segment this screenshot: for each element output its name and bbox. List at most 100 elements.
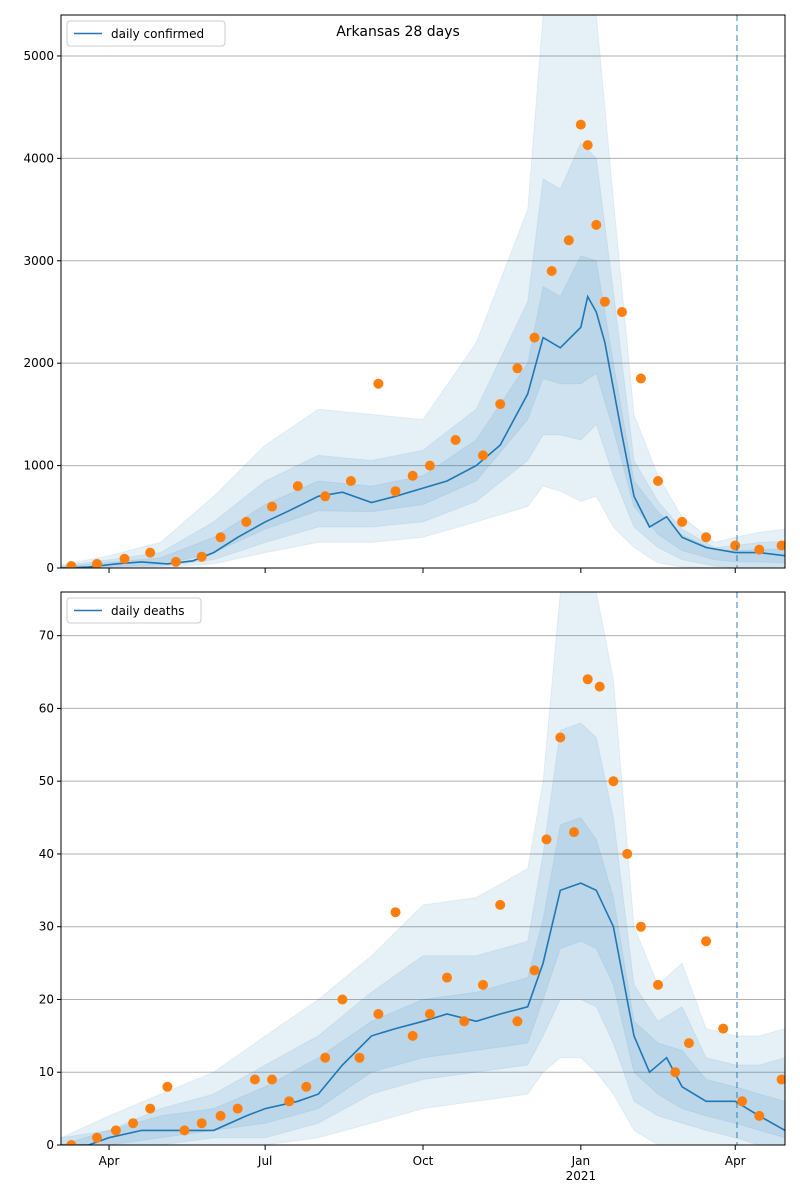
observed-point [546,266,557,276]
observed-point [670,1067,681,1078]
median-line [61,882,785,1145]
observed-point [354,1052,365,1063]
observed-point [320,1052,331,1063]
observed-point [776,540,785,551]
observed-point [390,907,401,918]
observed-point [541,834,552,845]
observed-point [407,470,418,481]
observed-point [373,378,384,389]
band-middle [61,142,785,568]
observed-point [478,450,488,461]
legend-box [66,20,226,47]
observed-point [284,1096,295,1107]
observed-point [345,476,356,486]
observed-point [424,1009,435,1019]
observed-point [162,1081,173,1092]
observed-point [215,1110,226,1121]
observed-point [459,1016,470,1027]
observed-point [110,1125,121,1136]
legend: daily deaths [66,597,202,624]
observed-point [653,476,663,486]
confirmed-panel: 0 1000 2000 3000 4000 5000 daily confirmed [23,14,786,575]
observed-point [591,219,602,230]
observed-point [635,921,646,932]
observed-point [563,235,574,246]
deaths-panel: 0 10 20 30 40 50 60 70 Apr Jul Oct Jan Apr 2021 daily … [39,591,786,1183]
observed-point [529,332,540,343]
observed-point [196,551,207,562]
observed-point [267,1074,277,1085]
observed-point [179,1125,190,1136]
observed-point [622,848,633,859]
observed-point [594,681,605,692]
observed-point [754,1110,765,1121]
observed-point [320,491,331,502]
observed-point [450,435,461,445]
observed-point [754,544,765,555]
y-tick-label: 2000 [23,356,54,370]
observed-point [730,540,741,551]
observed-point [701,532,712,543]
observed-point [582,674,593,685]
y-tick-label: 0 [46,561,54,575]
y-tick-label: 4000 [23,151,54,165]
observed-point [424,460,435,471]
y-tick-label: 0 [46,1138,54,1152]
x-tick-label: Oct [413,1154,434,1168]
observed-point [718,1023,729,1034]
y-tick-label: 30 [39,920,54,934]
y-tick-label: 5000 [23,49,54,63]
band-outer [61,15,785,568]
observed-point [683,1038,694,1049]
y-tick-label: 50 [39,774,54,788]
observed-point [677,516,688,527]
observed-point [92,558,102,568]
observed-point [92,1132,102,1143]
observed-point [529,965,540,976]
observed-point [555,732,566,743]
observed-point [196,1118,207,1129]
observed-point [495,899,506,910]
band-outer [61,592,785,1145]
y-tick-label: 1000 [23,459,54,473]
observed-point [512,363,523,374]
observed-point [495,399,506,410]
observed-point [569,827,579,838]
y-tick-label: 60 [39,701,54,715]
observed-point [617,307,627,317]
observed-point [145,1103,156,1114]
observed-point [776,1074,785,1085]
y-tick-label: 3000 [23,254,54,268]
band-middle [61,722,785,1145]
legend-label: daily confirmed [111,27,204,41]
x-tick-label: Apr [725,1154,746,1168]
observed-point [608,776,619,787]
observed-point [232,1103,243,1114]
band-inner [61,817,785,1145]
observed-point [635,373,646,384]
x-year-label: 2021 [566,1169,597,1183]
observed-point [575,119,586,130]
y-tick-label: 40 [39,847,54,861]
observed-point [170,556,181,567]
y-tick-label: 10 [39,1065,54,1079]
observed-point [215,532,226,543]
chart-title: Arkansas 28 days [336,24,460,40]
observed-point [407,1030,418,1041]
observed-point [119,553,130,564]
observed-point [128,1118,139,1129]
observed-point [241,516,252,527]
legend-label: daily deaths [111,604,184,618]
observed-point [599,296,610,307]
observed-point [337,994,348,1005]
observed-point [701,936,712,947]
observed-point [145,547,156,558]
observed-point [582,140,593,151]
observed-point [442,972,452,983]
observed-point [512,1016,523,1027]
band-inner [61,255,785,568]
legend-box [66,597,202,624]
observed-point [267,501,277,512]
observed-point [292,481,303,492]
